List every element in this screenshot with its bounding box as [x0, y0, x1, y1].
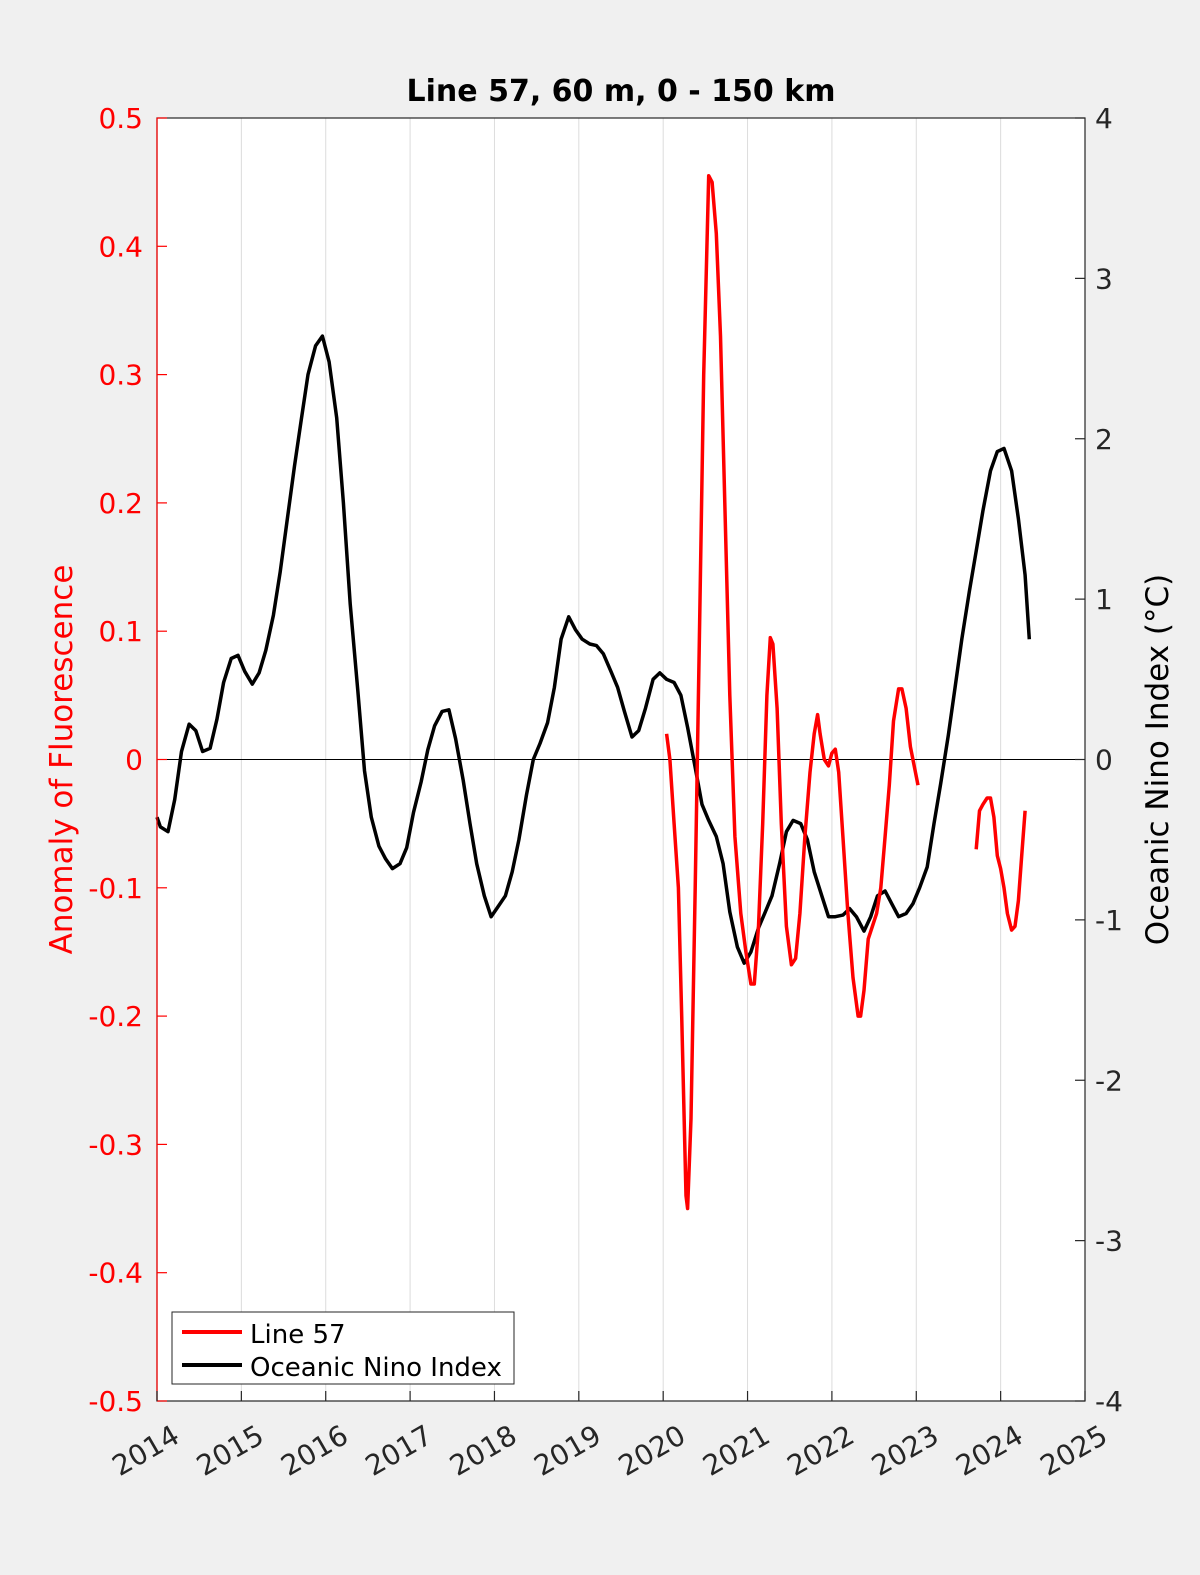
left-tick-label: -0.1 — [88, 872, 143, 905]
left-axis-label: Anomaly of Fluorescence — [44, 565, 80, 955]
left-tick-label: 0 — [125, 744, 143, 777]
x-tick-label: 2018 — [444, 1418, 522, 1482]
left-tick-label: -0.3 — [88, 1128, 143, 1161]
right-tick-label: 2 — [1095, 423, 1113, 456]
x-tick-label: 2015 — [191, 1418, 269, 1482]
series-line-line-57 — [664, 173, 920, 1211]
right-tick-label: -1 — [1095, 904, 1123, 937]
series-layer — [155, 173, 1032, 1211]
series-line-oceanic-nino-index — [155, 334, 1032, 965]
right-axis: -4 -3 -2 -1 0 1 2 3 4 — [1075, 102, 1123, 1418]
right-tick-label: -2 — [1095, 1064, 1123, 1097]
left-tick-label: -0.2 — [88, 1000, 143, 1033]
left-axis: -0.5 -0.4 -0.3 -0.2 -0.1 0 0.1 0.2 0.3 0.4 0.5 — [88, 102, 167, 1418]
right-tick-label: 1 — [1095, 583, 1113, 616]
left-tick-label: 0.2 — [98, 487, 143, 520]
x-tick-label: 2019 — [528, 1418, 606, 1482]
legend-label-line57: Line 57 — [250, 1320, 346, 1350]
right-tick-label: 3 — [1095, 262, 1113, 295]
x-tick-label: 2025 — [1035, 1418, 1113, 1482]
series-line-line-57 — [974, 796, 1027, 932]
legend-box — [171, 1311, 515, 1385]
left-tick-label: 0.4 — [98, 230, 143, 263]
right-tick-label: 0 — [1095, 744, 1113, 777]
x-axis: 2014 2015 2016 2017 2018 2019 2020 2021 2022 2023… — [107, 1391, 1113, 1483]
x-tick-label: 2017 — [360, 1418, 438, 1482]
x-tick-label: 2016 — [275, 1418, 353, 1482]
left-tick-label: 0.5 — [98, 102, 143, 135]
x-tick-label: 2020 — [613, 1418, 691, 1482]
chart-title: Line 57, 60 m, 0 - 150 km — [407, 74, 836, 109]
left-tick-label: 0.3 — [98, 359, 143, 392]
left-tick-label: -0.5 — [88, 1385, 143, 1418]
x-tick-label: 2021 — [697, 1418, 775, 1482]
right-tick-label: 4 — [1095, 102, 1113, 135]
right-tick-label: -3 — [1095, 1225, 1123, 1258]
x-tick-label: 2022 — [782, 1418, 860, 1482]
left-tick-label: 0.1 — [98, 615, 143, 648]
right-tick-label: -4 — [1095, 1385, 1123, 1418]
x-tick-label: 2023 — [866, 1418, 944, 1482]
left-tick-label: -0.4 — [88, 1257, 143, 1290]
legend: Line 57 Oceanic Nino Index — [171, 1311, 515, 1385]
right-axis-label: Oceanic Nino Index (°C) — [1140, 574, 1176, 945]
x-tick-label: 2024 — [950, 1418, 1028, 1482]
legend-label-oni: Oceanic Nino Index — [250, 1353, 502, 1383]
x-tick-label: 2014 — [107, 1418, 185, 1482]
